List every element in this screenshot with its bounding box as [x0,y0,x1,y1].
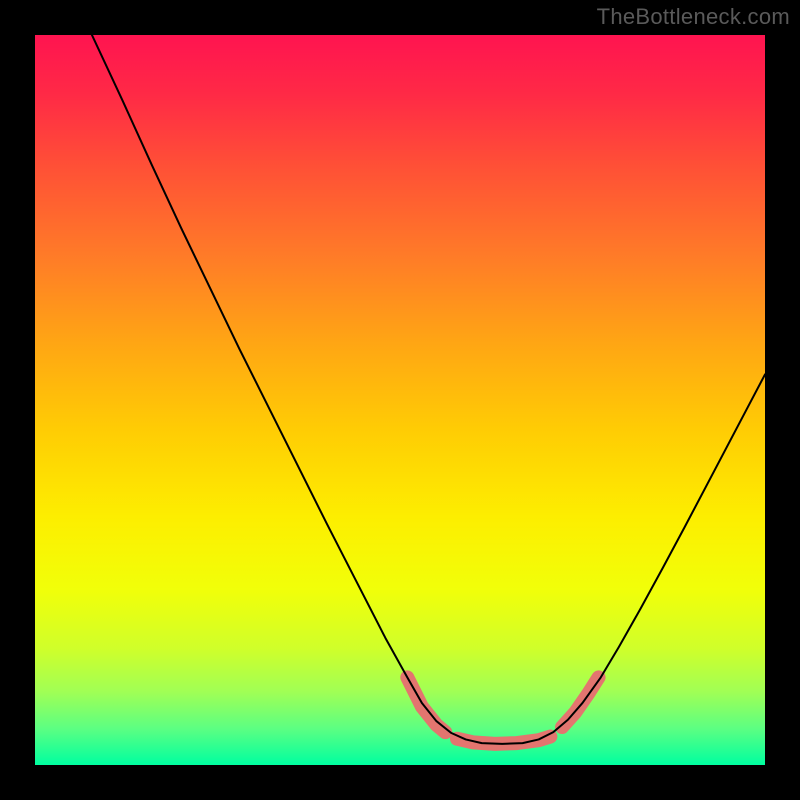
plot-area [35,35,765,765]
image-root: TheBottleneck.com [0,0,800,800]
watermark-text: TheBottleneck.com [597,4,790,30]
curve-layer [35,35,765,765]
bottleneck-curve [92,35,765,744]
